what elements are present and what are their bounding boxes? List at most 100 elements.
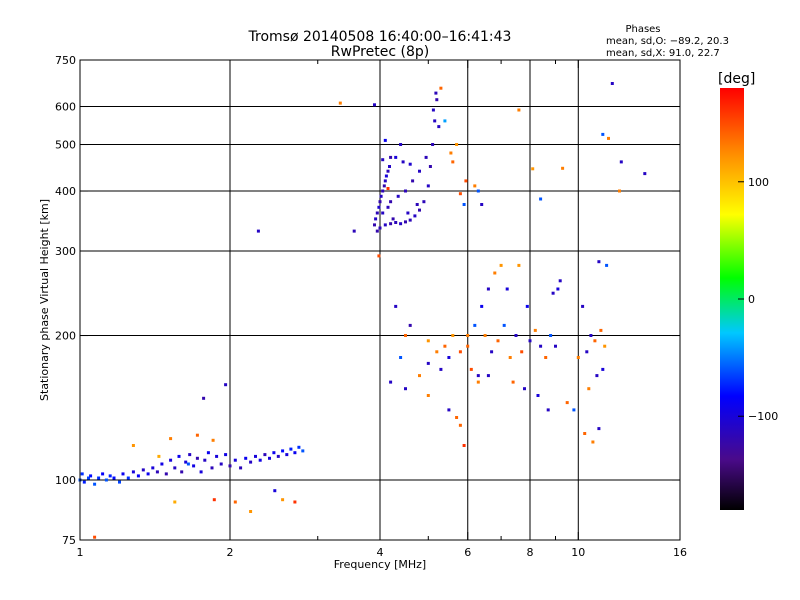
data-point — [435, 98, 439, 102]
data-point — [82, 480, 86, 484]
data-point — [239, 466, 243, 470]
data-point — [195, 433, 199, 437]
data-point — [169, 437, 173, 441]
data-point — [258, 458, 262, 462]
y-axis-label: Stationary phase Virtual Height [km] — [38, 199, 51, 401]
data-point — [401, 160, 405, 164]
data-point — [180, 470, 184, 474]
data-point — [591, 440, 595, 444]
data-point — [289, 447, 293, 451]
data-point — [173, 500, 177, 504]
data-point — [155, 470, 159, 474]
data-point — [281, 449, 285, 453]
data-point — [490, 350, 494, 354]
data-point — [499, 263, 503, 267]
data-point — [210, 466, 214, 470]
data-point — [268, 456, 271, 460]
data-point — [561, 166, 565, 170]
data-point — [431, 143, 435, 146]
data-point — [610, 82, 614, 85]
data-point — [373, 223, 376, 227]
data-point — [379, 194, 383, 198]
data-point — [136, 474, 140, 478]
data-point — [424, 155, 428, 159]
data-point — [556, 287, 560, 291]
phases-line-o: mean, sd,O: −89.2, 20.3 — [606, 36, 729, 47]
data-point — [219, 462, 223, 466]
data-point — [587, 387, 591, 391]
data-point — [131, 444, 135, 447]
data-point — [186, 462, 190, 466]
data-point — [406, 211, 410, 215]
data-point — [437, 125, 441, 129]
data-point — [418, 169, 421, 173]
data-point — [382, 184, 386, 188]
data-point — [549, 334, 553, 337]
data-point — [434, 91, 438, 95]
data-point — [408, 218, 412, 222]
y-tick-label: 400 — [55, 185, 76, 198]
data-point — [224, 453, 228, 457]
data-point — [539, 344, 543, 348]
data-point — [558, 279, 562, 283]
y-tick-label: 600 — [55, 101, 76, 114]
data-point — [112, 476, 116, 480]
data-point — [619, 160, 623, 164]
data-point — [546, 408, 550, 412]
data-point — [389, 222, 393, 226]
data-point — [301, 449, 305, 453]
data-point — [618, 189, 621, 193]
x-tick-label: 4 — [377, 546, 384, 559]
y-tick-label: 750 — [55, 54, 76, 67]
data-point — [89, 474, 93, 478]
data-point — [536, 394, 540, 397]
data-point — [375, 229, 379, 233]
data-point — [476, 374, 480, 378]
data-point — [195, 456, 199, 460]
y-tick-label: 75 — [62, 534, 76, 547]
data-point — [146, 472, 150, 476]
data-point — [202, 396, 206, 400]
data-point — [101, 472, 105, 476]
data-point — [583, 432, 587, 435]
data-point — [455, 416, 459, 419]
data-point — [373, 103, 376, 107]
data-point — [473, 323, 477, 327]
data-point — [389, 200, 393, 204]
data-point — [480, 203, 484, 206]
data-point — [352, 229, 356, 233]
data-point — [188, 453, 192, 457]
data-point — [466, 334, 470, 337]
data-point — [381, 189, 385, 193]
data-point — [464, 179, 468, 183]
data-point — [408, 162, 412, 166]
axis-ticks: 1 2 4 6 8 10 16 75 100 200 300 400 500 600 750 — [55, 54, 687, 559]
x-tick-label: 8 — [527, 546, 534, 559]
x-tick-label: 10 — [571, 546, 585, 559]
data-point — [93, 482, 97, 486]
data-point — [297, 445, 301, 449]
data-point — [378, 200, 382, 204]
data-point — [449, 151, 453, 155]
data-point — [177, 454, 181, 458]
data-point — [164, 472, 168, 476]
data-point — [276, 454, 280, 458]
data-point — [539, 197, 543, 201]
data-point — [206, 451, 210, 455]
colorbar-tick-label: 100 — [748, 176, 769, 189]
grid — [80, 60, 680, 540]
x-tick-label: 6 — [464, 546, 471, 559]
data-point — [377, 205, 381, 209]
data-point — [212, 498, 216, 502]
data-point — [386, 205, 390, 209]
data-point — [581, 304, 585, 308]
data-point — [466, 344, 470, 348]
phases-heading: Phases — [625, 24, 660, 35]
data-point — [458, 423, 462, 427]
data-point — [377, 254, 381, 258]
data-point — [415, 203, 419, 206]
data-point — [157, 454, 161, 458]
data-point — [517, 263, 521, 267]
